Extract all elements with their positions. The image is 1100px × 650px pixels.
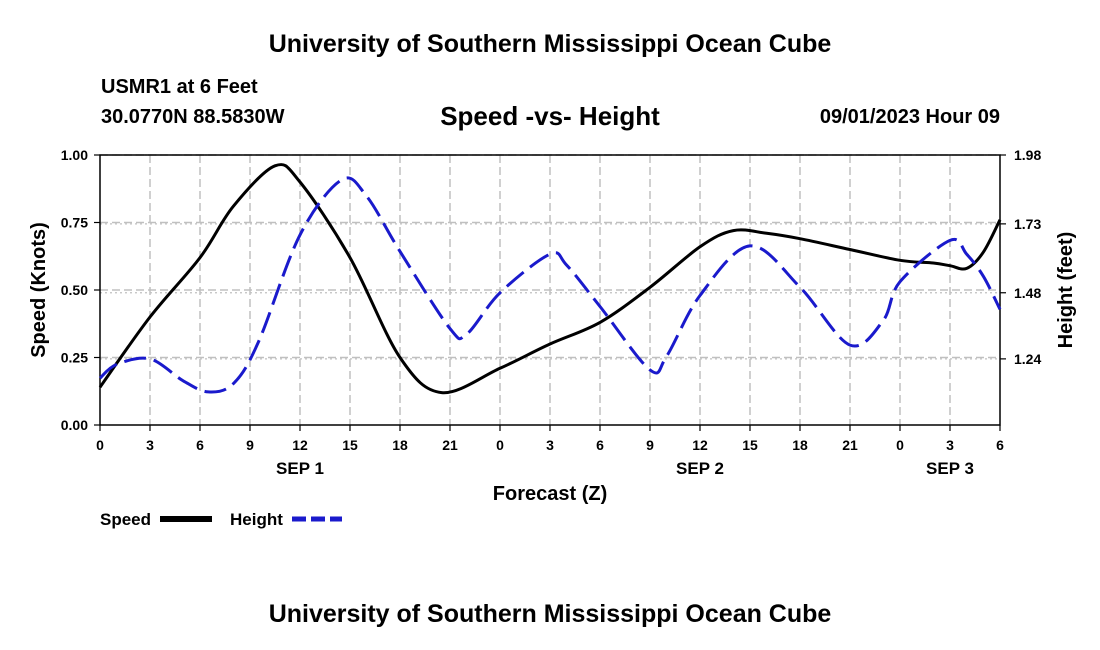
x-axis-label: Forecast (Z) [493,483,607,505]
x-tick-label: 15 [342,437,358,453]
y2-axis-label: Height (feet) [1055,232,1077,349]
x-tick-label: 3 [146,437,154,453]
y-tick-label: 0.00 [61,417,88,433]
y-tick-label: 0.75 [61,215,88,231]
station-label: USMR1 at 6 Feet [101,76,258,98]
y2-tick-label: 1.73 [1014,216,1041,232]
x-tick-label: 6 [596,437,604,453]
x-tick-label: 6 [196,437,204,453]
chart-title: University of Southern Mississippi Ocean… [268,30,832,58]
station-coordinates: 30.0770N 88.5830W [101,106,285,128]
x-tick-label: 0 [496,437,504,453]
y2-tick-label: 1.48 [1014,285,1041,301]
speed-series-line [98,162,1002,395]
x-tick-label: 15 [742,437,758,453]
forecast-datetime: 09/01/2023 Hour 09 [819,106,1000,128]
x-tick-label: 3 [546,437,554,453]
y-tick-label: 1.00 [61,147,88,163]
x-tick-label: 0 [896,437,904,453]
x-tick-label: 21 [842,437,858,453]
y-axis-label: Speed (Knots) [28,222,50,358]
legend-height-label: Height [230,510,283,529]
x-tick-label: 18 [792,437,808,453]
day-label: SEP 2 [676,459,724,478]
legend-height-swatch [292,516,342,522]
height-series-line [98,176,1002,394]
x-tick-label: 9 [246,437,254,453]
x-tick-label: 6 [996,437,1004,453]
y2-tick-label: 1.24 [1014,351,1041,367]
y-tick-label: 0.25 [61,350,88,366]
y-tick-label: 0.50 [61,282,88,298]
y2-tick-label: 1.98 [1014,147,1041,163]
legend-speed-swatch [160,516,212,522]
x-tick-label: 9 [646,437,654,453]
chart-subtitle: Speed -vs- Height [440,101,660,131]
x-tick-label: 3 [946,437,954,453]
x-tick-label: 0 [96,437,104,453]
grid-layer [100,154,1000,425]
footer-title: University of Southern Mississippi Ocean… [268,600,832,628]
x-tick-label: 21 [442,437,458,453]
axis-layer: 0 3 6 9 12 15 18 21 0 3 6 9 12 15 18 21 0 3 6 SEP 1 SEP 2 SEP… [61,147,1042,478]
x-tick-label: 12 [292,437,308,453]
x-tick-label: 12 [692,437,708,453]
x-tick-label: 18 [392,437,408,453]
legend-speed-label: Speed [100,510,152,529]
day-label: SEP 1 [276,459,324,478]
day-label: SEP 3 [926,459,974,478]
series-layer [98,162,1002,395]
